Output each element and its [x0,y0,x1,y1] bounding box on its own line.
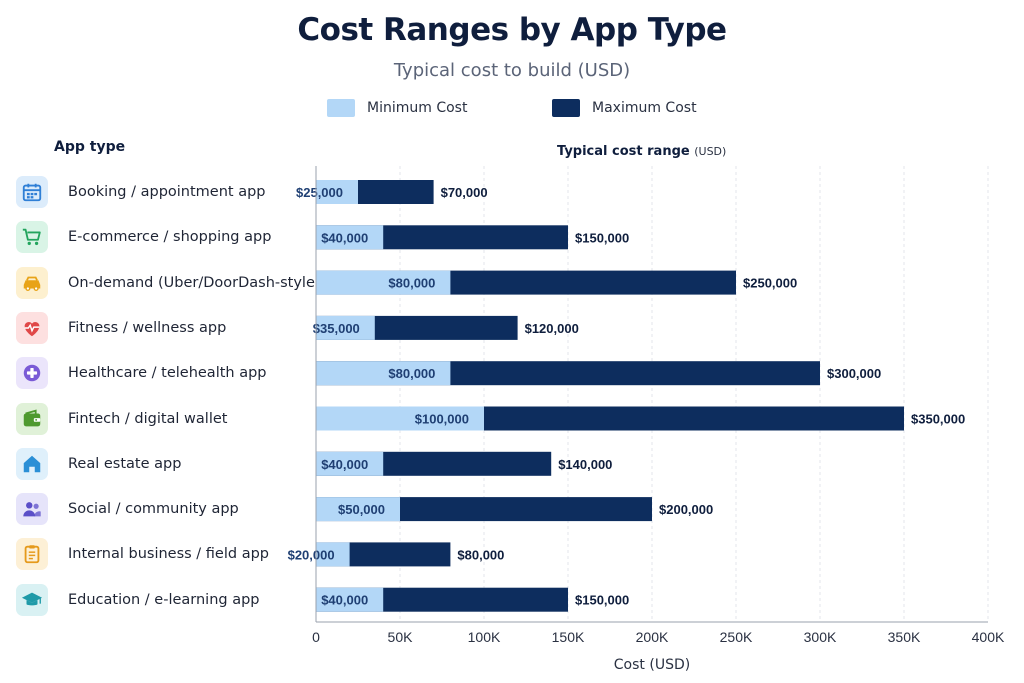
bar-minimum [316,270,451,295]
category-label: Internal business / field app [68,546,269,563]
chart-title: Cost Ranges by App Type [297,12,727,48]
min-value-label: $100,000 [415,412,469,427]
calendar-icon [16,176,48,208]
category-row-label: Education / e-learning app [16,583,260,617]
x-tick-label: 200K [636,629,669,645]
house-icon [16,447,48,480]
clipboard-icon [16,538,48,571]
bar-minimum [316,587,384,612]
plot-heading: Typical cost range (USD) [557,144,726,159]
category-row-label: Healthcare / telehealth app [16,356,267,390]
category-label: Fitness / wellness app [68,319,227,336]
plot-heading-unit: (USD) [694,145,727,158]
bar-minimum [316,451,384,476]
plot-heading-text: Typical cost range [557,144,690,159]
category-row-label: Social / community app [16,492,239,526]
max-value-label: $150,000 [575,593,629,608]
medical-cross-icon [16,357,48,390]
users-icon [16,493,48,526]
x-tick-label: 250K [720,629,753,645]
category-label: Social / community app [68,501,239,518]
category-label: On-demand (Uber/DoorDash-style) [68,274,321,291]
x-tick-label: 300K [804,629,837,645]
graduation-cap-icon [16,583,48,616]
bar-minimum [316,225,384,250]
legend-label-maximum: Maximum Cost [592,100,697,116]
bar-minimum [316,542,350,567]
bars: $25,000 $70,000 $40,000 $150,000 $80,000 $250… [288,180,965,612]
category-label: Real estate app [68,455,182,472]
legend-label-minimum: Minimum Cost [367,100,468,116]
min-value-label: $20,000 [288,547,335,562]
min-value-label: $35,000 [313,321,360,336]
heart-pulse-icon [16,311,48,344]
x-tick-label: 50K [388,629,414,645]
category-label: Booking / appointment app [68,184,266,200]
min-value-label: $80,000 [388,276,435,291]
max-value-label: $200,000 [659,502,713,517]
car-icon [16,266,48,299]
category-row-label: Fintech / digital wallet [16,402,227,436]
max-value-label: $350,000 [911,412,965,427]
x-tick-label: 350K [888,629,921,645]
x-axis-title: Cost (USD) [614,657,690,673]
min-value-label: $40,000 [321,457,368,472]
max-value-label: $70,000 [441,185,488,200]
max-value-label: $300,000 [827,366,881,381]
min-value-label: $50,000 [338,502,385,517]
legend-item-maximum: Maximum Cost [552,99,697,117]
bar-minimum [316,497,400,522]
legend-swatch-maximum [552,99,580,117]
category-column-heading: App type [54,139,126,155]
max-value-label: $250,000 [743,276,797,291]
category-row-label: Fitness / wellness app [16,311,226,345]
max-value-label: $140,000 [558,457,612,472]
x-tick-label: 400K [972,629,1005,645]
bar-minimum [316,406,484,431]
wallet-icon [16,402,48,435]
legend-swatch-minimum [327,99,355,117]
category-row-label: E-commerce / shopping app [16,220,271,254]
category-row-label: Internal business / field app [16,537,269,571]
legend-item-minimum: Minimum Cost [327,99,467,117]
x-tick-label: 100K [468,629,501,645]
min-value-label: $40,000 [321,593,368,608]
max-value-label: $150,000 [575,230,629,245]
x-tick-label: 150K [552,629,585,645]
min-value-label: $40,000 [321,230,368,245]
min-value-label: $80,000 [388,366,435,381]
category-row-label: On-demand (Uber/DoorDash-style) [16,266,321,300]
chart-subtitle: Typical cost to build (USD) [393,60,631,81]
category-row-label: Real estate app [16,447,181,481]
max-value-label: $80,000 [457,547,504,562]
bar-minimum [316,315,375,340]
min-value-label: $25,000 [296,185,343,200]
bar-minimum [316,361,451,386]
category-row-label: Booking / appointment app [16,175,266,209]
cart-icon [16,221,48,254]
bar-minimum [316,180,358,204]
max-value-label: $120,000 [525,321,579,336]
category-label: E-commerce / shopping app [68,229,272,246]
category-label: Healthcare / telehealth app [68,365,267,382]
category-label: Education / e-learning app [68,591,260,608]
x-tick-label: 0 [312,629,320,645]
x-axis: 0 50K 100K 150K 200K 250K 300K 350K 400K Cost (US… [312,166,1005,673]
category-label: Fintech / digital wallet [68,410,228,427]
